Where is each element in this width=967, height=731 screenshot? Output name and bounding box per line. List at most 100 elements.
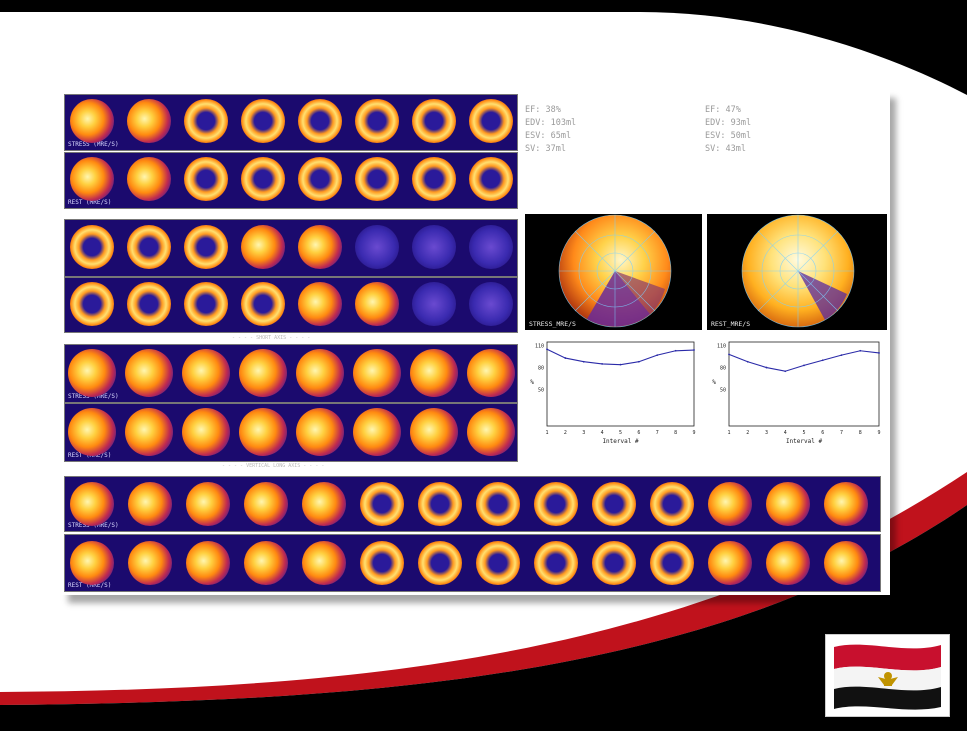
tomographic-slice [708,541,752,585]
section-divider: - - - - VERTICAL LONG AXIS - - - - [222,463,325,469]
stat-edv: EDV: 93ml [705,118,752,128]
x-axis-label: Interval # [602,438,639,445]
x-tick-label: 9 [692,430,695,436]
tomographic-slice [467,408,515,456]
stat-esv: ESV: 65ml [525,131,572,141]
tomographic-slice [70,225,114,269]
vla-stress-strip: STRESS (MRE/S) [64,344,518,403]
tomographic-slice [353,349,401,397]
tomographic-slice [469,225,513,269]
tomographic-slice [125,408,173,456]
hla-stress-strip: STRESS (MRE/S) [64,476,881,532]
stress-function-stats: EF: 38% EDV: 103ml ESV: 65ml SV: 37ml [525,104,576,156]
y-axis-label: % [530,379,534,386]
stat-edv: EDV: 103ml [525,118,577,128]
tomographic-slice [824,541,868,585]
tomographic-slice [708,482,752,526]
tomographic-slice [298,225,342,269]
short-axis-stress-strip: STRESS (MRE/S) [64,94,518,151]
tomographic-slice [766,541,810,585]
volume-series-line [546,348,695,366]
tomographic-slice [476,482,520,526]
data-point [656,354,659,357]
rest-function-stats: EF: 47% EDV: 93ml ESV: 50ml SV: 43ml [705,104,751,156]
x-tick-label: 9 [877,430,880,436]
x-tick-label: 7 [656,430,659,436]
tomographic-slice [241,225,285,269]
x-tick-label: 8 [859,430,862,436]
polar-map-image [741,214,855,328]
vla-rest-strip: REST (MRE/S) [64,403,518,462]
tomographic-slice [68,349,116,397]
stat-sv: SV: 43ml [705,144,746,154]
x-axis-label: Interval # [786,438,823,445]
x-tick-label: 1 [727,430,730,436]
tomographic-slice [360,482,404,526]
polar-map-label: STRESS_MRE/S [529,320,576,328]
x-tick-label: 2 [746,430,749,436]
tomographic-slice [418,482,462,526]
data-point [546,348,548,351]
data-point [693,349,695,351]
tomographic-slice [296,349,344,397]
tomographic-slice [824,482,868,526]
tomographic-slice [298,157,342,201]
tomographic-slice [592,482,636,526]
tomographic-slice [186,541,230,585]
x-tick-label: 5 [802,430,805,436]
tomographic-slice [128,482,172,526]
tomographic-slice [127,157,171,201]
tomographic-slice [244,541,288,585]
tomographic-slice [476,541,520,585]
tomographic-slice [360,541,404,585]
rest-polar-map: REST_MRE/S [707,214,887,330]
tomographic-slice [182,408,230,456]
tomographic-slice [534,541,578,585]
tomographic-slice [296,408,344,456]
spect-report-panel: STRESS (MRE/S) REST (MRE/S) - - - - SHOR… [62,90,890,595]
tomographic-slice [239,408,287,456]
x-tick-label: 6 [821,430,824,436]
tomographic-slice [184,157,228,201]
y-tick-label: 110 [717,344,726,350]
tomographic-slice [766,482,810,526]
tomographic-slice [70,541,114,585]
flag-image [834,644,941,710]
tomographic-slice [353,408,401,456]
data-point [582,360,585,363]
data-point [878,352,880,354]
y-tick-label: 50 [538,387,544,393]
data-point [765,366,768,369]
x-tick-label: 5 [619,430,622,436]
eagle-emblem [878,672,898,686]
tomographic-slice [650,541,694,585]
tomographic-slice [70,157,114,201]
y-axis-label: % [712,379,716,386]
tomographic-slice [412,157,456,201]
tomographic-slice [182,349,230,397]
x-tick-label: 4 [601,430,604,436]
tomographic-slice [412,282,456,326]
data-point [601,363,604,365]
tomographic-slice [244,482,288,526]
tomographic-slice [298,282,342,326]
tomographic-slice [186,482,230,526]
x-tick-label: 7 [840,430,843,436]
strip-label: REST (MRE/S) [68,199,112,206]
tomographic-slice [241,282,285,326]
tomographic-slice [410,349,458,397]
stat-sv: SV: 37ml [525,144,566,154]
stat-ef: EF: 47% [705,105,741,115]
x-tick-label: 8 [674,430,677,436]
tomographic-slice [70,99,114,143]
tomographic-slice [70,482,114,526]
tomographic-slice [418,541,462,585]
data-point [746,360,749,363]
data-point [619,363,622,366]
tomographic-slice [469,99,513,143]
stress-volume-curve: 110 80 50 1 2 3 4 5 6 7 8 9 Interval #% [525,336,702,452]
x-tick-label: 6 [637,430,640,436]
tomographic-slice [70,282,114,326]
tomographic-slice [650,482,694,526]
